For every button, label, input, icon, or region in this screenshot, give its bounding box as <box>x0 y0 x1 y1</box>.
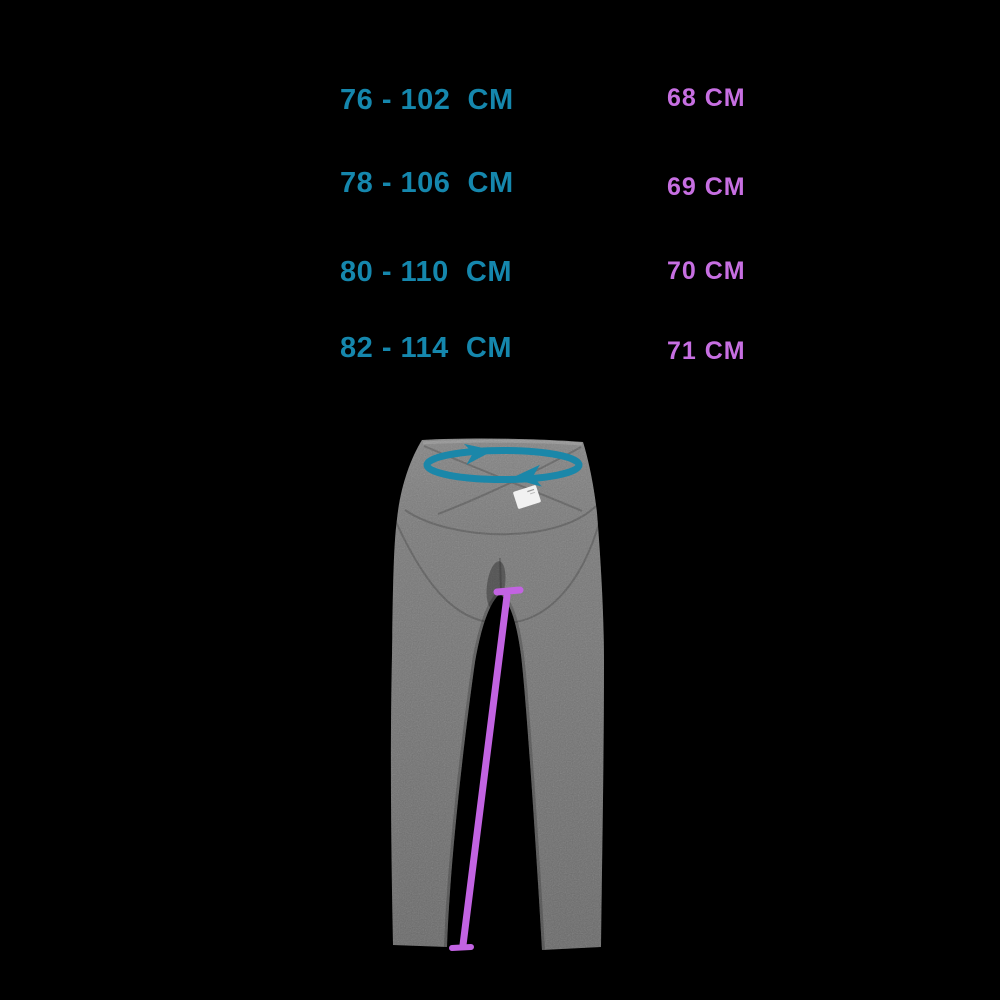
inner-leg-shading <box>444 591 503 948</box>
waist-rotation-arrows-icon <box>423 443 583 487</box>
inseam-line <box>459 592 511 949</box>
waist-ellipse <box>423 447 583 483</box>
inseam-line-bottom-cap <box>449 944 474 951</box>
length-measurement-label: 69 CM <box>667 173 746 201</box>
waist-measurement-label: 80 - 110 CM <box>340 256 513 288</box>
waist-measurement-label: 76 - 102 CM <box>340 84 514 116</box>
waist-measurement-label: 78 - 106 CM <box>340 167 514 199</box>
hip-panel-seam <box>404 505 597 536</box>
length-measurement-label: 70 CM <box>667 257 746 285</box>
rotation-arrowhead-left-icon <box>511 464 542 487</box>
length-measurement-label: 71 CM <box>667 337 746 365</box>
waistband-top-highlight <box>422 439 583 446</box>
inseam-line-top-cap <box>493 586 524 596</box>
rotation-arrowhead-right-icon <box>463 443 494 465</box>
care-tag <box>513 485 541 509</box>
inseam-line-icon <box>449 586 524 951</box>
crotch-seam <box>499 557 502 593</box>
waist-measurement-label: 82 - 114 CM <box>340 332 513 364</box>
length-measurement-label: 68 CM <box>667 84 746 112</box>
